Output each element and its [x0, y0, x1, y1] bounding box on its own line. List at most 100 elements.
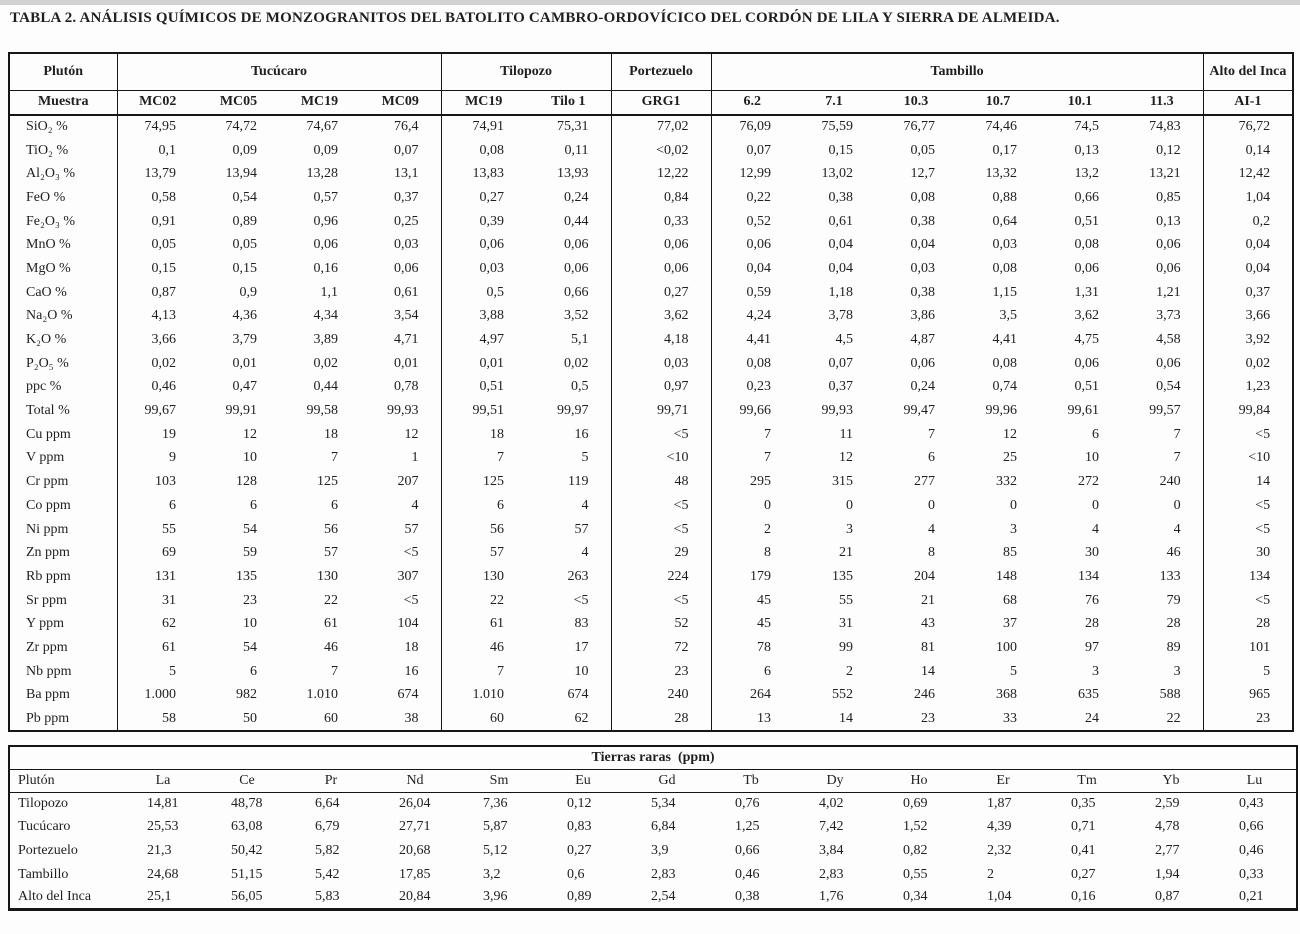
- value-cell: 0,15: [828, 142, 854, 158]
- table-row: Sr ppm 31 23 22 <5 22 <5 <5 45 55 21 68 76 79 <5: [9, 588, 1293, 613]
- value-cell: 3: [846, 521, 854, 537]
- value-cell: 0,88: [992, 189, 1018, 205]
- sample-header: MC09: [360, 90, 442, 116]
- ree-table: Tierras raras (ppm) Plutón La Ce Pr Nd Sm Eu Gd T…: [8, 745, 1299, 912]
- value-cell: 6: [331, 497, 338, 513]
- value-cell: 0,09: [232, 142, 258, 158]
- row-label: Rb ppm: [9, 565, 118, 589]
- value-cell: 0,51: [1074, 379, 1100, 395]
- sample-header: Tilo 1: [526, 90, 612, 116]
- value-cell: 68: [1003, 592, 1018, 608]
- ree-value-cell: 2,59: [1155, 796, 1180, 812]
- ree-value-cell: 48,78: [231, 796, 263, 812]
- ree-row-label: Tambillo: [18, 866, 69, 882]
- ree-value-cell: 50,42: [231, 842, 263, 858]
- value-cell: 99,61: [1067, 403, 1100, 419]
- sample-header: GRG1: [611, 90, 712, 116]
- value-cell: 0,24: [910, 379, 936, 395]
- value-cell: 0,06: [1074, 355, 1100, 371]
- table-row: Cr ppm 103 128 125 207 125 119 48 295 315 277 332 27…: [9, 470, 1293, 494]
- value-cell: 75,59: [821, 119, 854, 135]
- value-cell: 3,78: [828, 308, 854, 324]
- value-cell: 12: [1003, 426, 1018, 442]
- row-label: Total %: [9, 399, 118, 423]
- row-label: P₂O₅ %: [9, 351, 118, 376]
- value-cell: 13,2: [1074, 166, 1100, 182]
- ree-value-cell: 6,79: [315, 819, 340, 835]
- ree-value-cell: 1,25: [735, 819, 760, 835]
- ree-header: Tb: [709, 769, 793, 793]
- ree-value-cell: 21,3: [147, 842, 172, 858]
- ree-value-cell: 2,54: [651, 889, 676, 905]
- value-cell: 0,15: [151, 260, 177, 276]
- value-cell: 10: [243, 450, 257, 466]
- value-cell: 7: [1121, 422, 1204, 447]
- value-cell: 99,97: [526, 399, 612, 423]
- ree-header: Plutón: [9, 769, 121, 793]
- ree-row-label: Tucúcaro: [18, 819, 71, 835]
- value-cell: 38: [360, 707, 442, 731]
- value-cell: 0,02: [151, 355, 177, 371]
- value-cell: 0,08: [992, 355, 1018, 371]
- value-cell: 99: [839, 639, 854, 655]
- ree-header: Ho: [877, 769, 961, 793]
- ree-value-cell: 27,71: [399, 819, 431, 835]
- value-cell: 0,08: [479, 142, 505, 158]
- value-cell: 12: [360, 422, 442, 447]
- value-cell: 1,04: [1245, 189, 1271, 205]
- value-cell: 307: [360, 565, 442, 589]
- value-cell: 635: [1078, 687, 1100, 703]
- value-cell: 7: [1121, 446, 1204, 471]
- value-cell: 0,89: [232, 213, 258, 229]
- sample-header: MC19: [279, 90, 360, 116]
- value-cell: 0,04: [746, 260, 772, 276]
- value-cell: 1.010: [472, 687, 505, 703]
- value-cell: 4,5: [835, 332, 854, 348]
- value-cell: 13,02: [821, 166, 854, 182]
- value-cell: 5: [1010, 663, 1018, 679]
- value-cell: 12,99: [739, 166, 772, 182]
- value-cell: 57: [490, 545, 505, 561]
- value-cell: 21: [839, 545, 854, 561]
- value-cell: 0: [1092, 497, 1100, 513]
- ree-value-cell: 4,39: [987, 819, 1012, 835]
- ree-value-cell: 0,27: [567, 842, 592, 858]
- value-cell: 28: [1121, 612, 1204, 637]
- value-cell: 674: [526, 683, 612, 708]
- value-cell: 0,13: [1074, 142, 1100, 158]
- value-cell: 272: [1078, 474, 1100, 490]
- table-row: Zn ppm 69 59 57 <5 57 4 29 8 21 8 85 30 46 30: [9, 541, 1293, 566]
- value-cell: 43: [921, 616, 936, 632]
- table-row: Co ppm 6 6 6 4 6 4 <5 0 0 0 0 0 0 <5: [9, 494, 1293, 518]
- sample-header: MC19: [441, 90, 527, 116]
- value-cell: 21: [921, 592, 936, 608]
- value-cell: 37: [1003, 616, 1018, 632]
- value-cell: 3,66: [151, 332, 177, 348]
- value-cell: 0,04: [828, 260, 854, 276]
- value-cell: 0,74: [992, 379, 1018, 395]
- value-cell: 25: [1003, 450, 1018, 466]
- ree-value-cell: 63,08: [231, 819, 263, 835]
- value-cell: 0: [928, 497, 936, 513]
- value-cell: 61: [162, 639, 176, 655]
- value-cell: 0: [1121, 494, 1204, 518]
- value-cell: 0,06: [479, 237, 505, 253]
- value-cell: 100: [996, 639, 1018, 655]
- sample-header: 10.1: [1039, 90, 1122, 116]
- sample-header: MC02: [117, 90, 198, 116]
- ree-header: Ce: [205, 769, 289, 793]
- value-cell: 7: [331, 663, 338, 679]
- sample-header: 11.3: [1121, 90, 1204, 116]
- value-cell: 7: [497, 663, 505, 679]
- value-cell: 22: [490, 592, 505, 608]
- value-cell: <5: [1255, 592, 1271, 608]
- value-cell: 207: [360, 470, 442, 494]
- value-cell: <5: [360, 541, 442, 566]
- group-header: Tambillo: [711, 53, 1204, 91]
- row-label: ppc %: [9, 375, 118, 400]
- ree-value-cell: 5,12: [483, 842, 508, 858]
- value-cell: 99,96: [985, 403, 1018, 419]
- ree-table-title: Tierras raras (ppm): [9, 746, 1298, 770]
- table-row: Ba ppm 1.000 982 1.010 674 1.010 674 240 264 552 2…: [9, 683, 1293, 708]
